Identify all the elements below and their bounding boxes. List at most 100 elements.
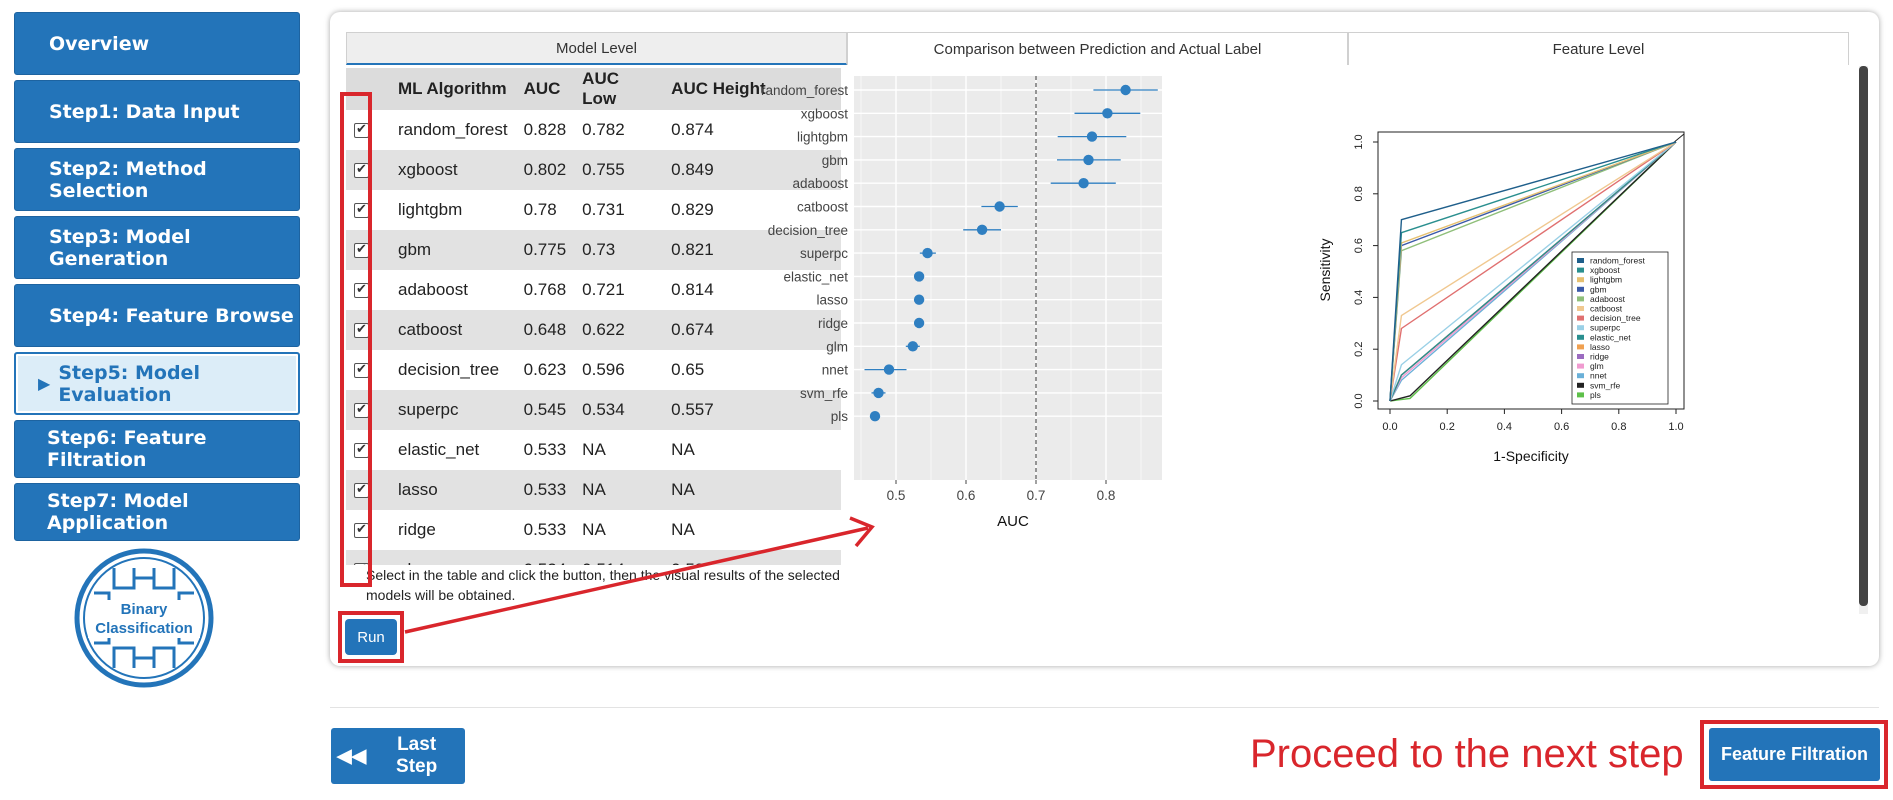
forest-x-tick-label: 0.7 [1027, 488, 1046, 503]
row-checkbox[interactable] [354, 521, 369, 539]
cell-algorithm: elastic_net [390, 430, 516, 470]
auc-point [1078, 178, 1089, 189]
roc-x-tick-label: 1.0 [1668, 421, 1683, 433]
forest-y-tick-label: superpc [800, 246, 848, 261]
cell-auc-low: NA [574, 510, 664, 550]
auc-point [907, 341, 918, 352]
cell-auc-high: 0.814 [663, 270, 841, 310]
cell-auc-high: 0.829 [663, 190, 841, 230]
roc-y-axis-label: Sensitivity [1317, 238, 1333, 301]
nav-step1-data-input[interactable]: Step1: Data Input [14, 80, 300, 143]
roc-y-tick-label: 0.6 [1353, 238, 1365, 253]
legend-swatch [1577, 334, 1584, 340]
cell-algorithm: gbm [390, 230, 516, 270]
legend-entry: elastic_net [1590, 332, 1631, 342]
legend-entry: ridge [1590, 352, 1609, 362]
tab-feature-level[interactable]: Feature Level [1348, 32, 1849, 65]
nav-label: Step2: Method Selection [49, 157, 207, 202]
cell-auc-high: 0.65 [663, 350, 841, 390]
col-header-auc-low: AUC Low [574, 68, 664, 110]
cell-auc-low: NA [574, 430, 664, 470]
cell-auc: 0.533 [515, 510, 575, 550]
nav-overview[interactable]: Overview [14, 12, 300, 75]
nav-step7-model-application[interactable]: Step7: Model Application [14, 483, 300, 541]
auc-point [873, 387, 884, 399]
legend-entry: glm [1590, 361, 1604, 371]
panel-scrollbar-thumb[interactable] [1859, 66, 1868, 606]
forest-x-tick-label: 0.6 [957, 488, 976, 503]
nav-step3-model-generation[interactable]: Step3: Model Generation [14, 216, 300, 279]
cell-algorithm: glm [390, 550, 516, 565]
col-header-algorithm: ML Algorithm [390, 68, 516, 110]
legend-entry: decision_tree [1590, 313, 1641, 323]
auc-point [994, 201, 1005, 212]
cell-algorithm: ridge [390, 510, 516, 550]
cell-auc-high: 0.557 [663, 390, 841, 430]
forest-y-tick-label: xgboost [801, 106, 849, 121]
cell-algorithm: random_forest [390, 110, 516, 150]
roc-line-svm_rfe [1389, 141, 1677, 402]
legend-entry: gbm [1590, 284, 1607, 294]
last-step-button[interactable]: ◀◀ Last Step [331, 728, 465, 784]
cell-algorithm: superpc [390, 390, 516, 430]
cell-auc-high: 0.821 [663, 230, 841, 270]
cell-auc-high: 0.674 [663, 310, 841, 350]
run-button-highlight [338, 611, 404, 663]
forest-y-tick-label: catboost [797, 200, 848, 215]
forest-y-tick-label: pls [831, 409, 849, 424]
cell-auc: 0.524 [515, 550, 575, 565]
legend-swatch [1577, 354, 1584, 359]
nav-label: Step5: Model Evaluation [58, 361, 200, 406]
cell-auc: 0.545 [515, 390, 575, 430]
tab-comparison[interactable]: Comparison between Prediction and Actual… [847, 32, 1348, 65]
nav-step4-feature-browse[interactable]: Step4: Feature Browse [14, 284, 300, 347]
auc-point [913, 294, 925, 305]
roc-x-tick-label: 0.8 [1611, 421, 1626, 433]
tab-model-level[interactable]: Model Level [346, 32, 847, 65]
legend-entry: lasso [1590, 342, 1610, 352]
roc-legend-box [1571, 251, 1669, 405]
cell-algorithm: lightgbm [390, 190, 516, 230]
auc-point [922, 247, 933, 259]
feature-filtration-button[interactable]: Feature Filtration [1709, 728, 1880, 781]
cell-algorithm: catboost [390, 310, 516, 350]
col-header-auc: AUC [515, 68, 575, 110]
table-header-row: ML Algorithm AUC AUC Low AUC Height [346, 68, 841, 110]
legend-swatch [1577, 373, 1584, 379]
legend-entry: xgboost [1590, 265, 1620, 275]
roc-y-tick-label: 0.4 [1353, 290, 1365, 305]
legend-swatch [1577, 382, 1584, 388]
nav-step2-method-selection[interactable]: Step2: Method Selection [14, 148, 300, 211]
nav-step6-feature-filtration[interactable]: Step6: Feature Filtration [14, 420, 300, 478]
roc-y-tick-label: 0.0 [1353, 393, 1365, 408]
legend-swatch [1577, 296, 1584, 302]
forest-y-tick-label: glm [826, 339, 848, 354]
cell-auc: 0.533 [515, 470, 575, 510]
cell-auc: 0.533 [515, 430, 575, 470]
forest-x-axis-label: AUC [997, 513, 1029, 530]
nav-step5-model-evaluation[interactable]: ▶ Step5: Model Evaluation [14, 352, 300, 415]
panel-scrollbar[interactable] [1859, 66, 1868, 614]
forest-y-tick-label: elastic_net [783, 269, 848, 284]
auc-table-container: ML Algorithm AUC AUC Low AUC Height rand… [346, 68, 849, 565]
row-checkbox[interactable] [354, 281, 369, 299]
cell-auc-low: 0.596 [574, 350, 664, 390]
cell-auc: 0.828 [515, 110, 575, 150]
legend-entry: adaboost [1590, 294, 1626, 304]
forest-y-tick-label: svm_rfe [800, 386, 848, 401]
legend-entry: catboost [1590, 304, 1623, 314]
roc-x-tick-label: 0.6 [1554, 421, 1569, 433]
cell-auc-low: 0.73 [574, 230, 664, 270]
cell-auc: 0.768 [515, 270, 575, 310]
auc-point [1086, 131, 1098, 142]
run-button[interactable]: Run [345, 619, 397, 655]
auc-table: ML Algorithm AUC AUC Low AUC Height rand… [346, 68, 841, 565]
legend-entry: superpc [1590, 323, 1621, 333]
